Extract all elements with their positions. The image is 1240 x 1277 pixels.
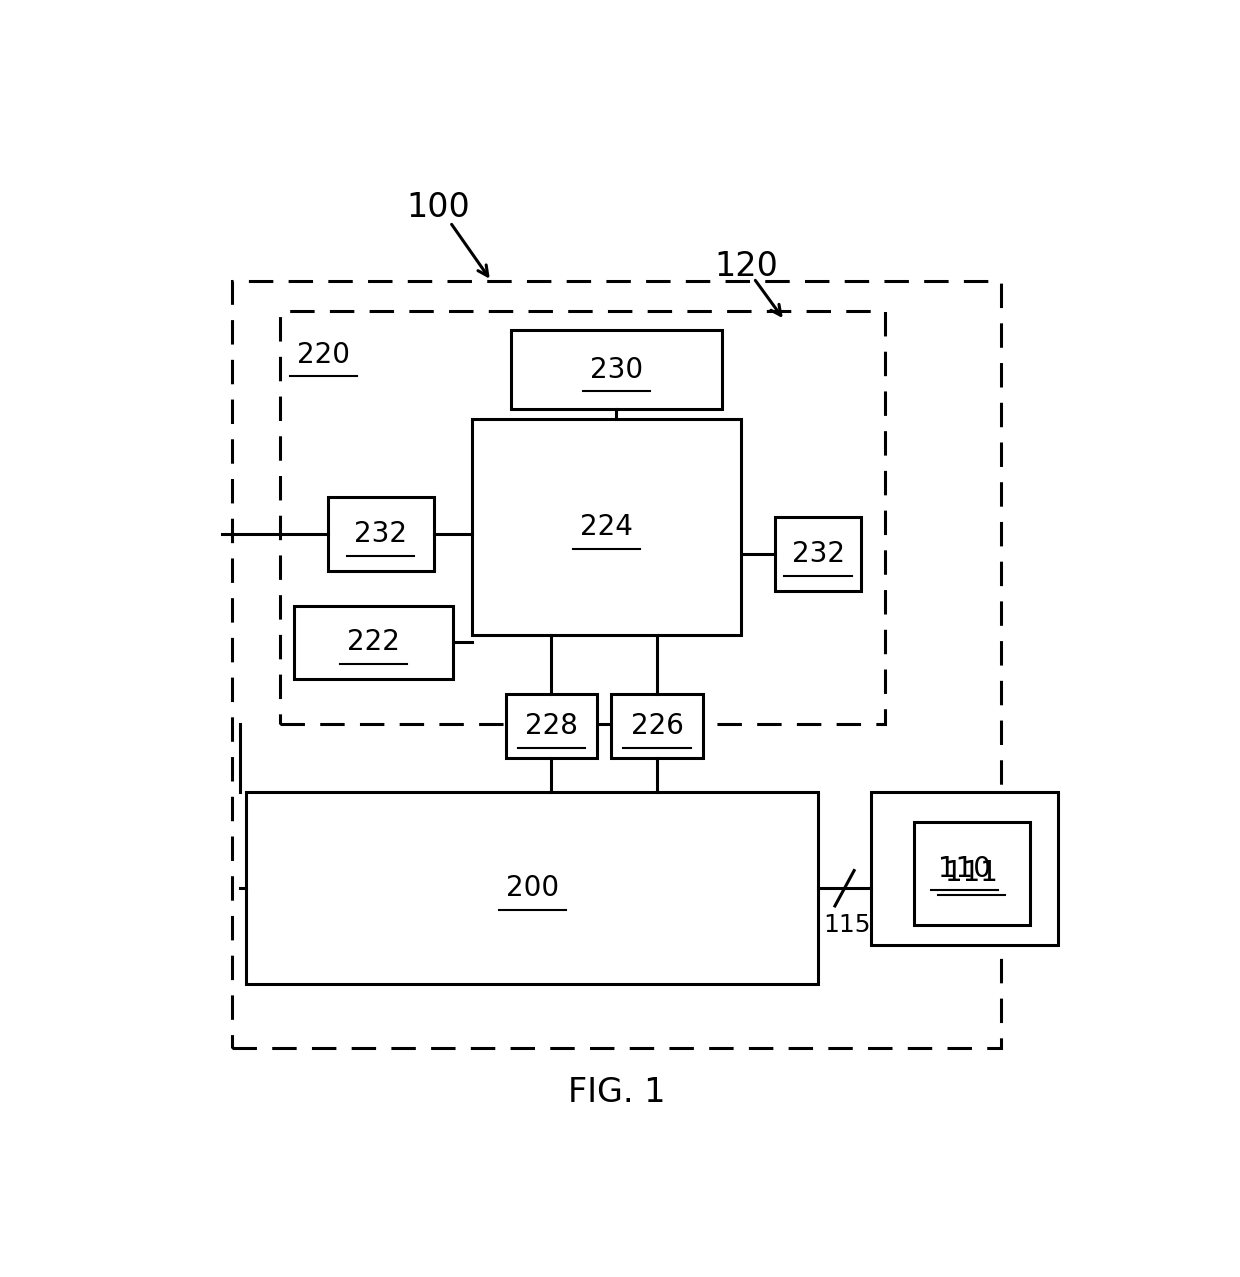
Bar: [327, 498, 434, 571]
Text: 110: 110: [939, 854, 991, 882]
Text: 228: 228: [525, 713, 578, 739]
Bar: [506, 695, 596, 759]
Text: 111: 111: [945, 859, 998, 888]
Bar: [280, 310, 885, 724]
Bar: [294, 605, 453, 679]
Bar: [472, 419, 742, 635]
Bar: [870, 792, 1058, 945]
Text: 100: 100: [407, 190, 470, 223]
Bar: [775, 517, 862, 591]
Bar: [914, 822, 1029, 925]
Text: 232: 232: [791, 540, 844, 568]
Text: 224: 224: [580, 513, 634, 541]
Bar: [611, 695, 703, 759]
Bar: [232, 281, 1001, 1048]
Text: 120: 120: [714, 250, 777, 282]
Bar: [511, 331, 722, 409]
Text: 200: 200: [506, 875, 559, 903]
Text: FIG. 1: FIG. 1: [568, 1075, 665, 1108]
Text: 115: 115: [823, 913, 870, 937]
Bar: [247, 792, 818, 985]
Text: 226: 226: [631, 713, 683, 739]
Text: 232: 232: [355, 520, 407, 548]
Text: 222: 222: [347, 628, 401, 656]
Text: 230: 230: [590, 355, 642, 383]
Text: 220: 220: [296, 341, 350, 369]
